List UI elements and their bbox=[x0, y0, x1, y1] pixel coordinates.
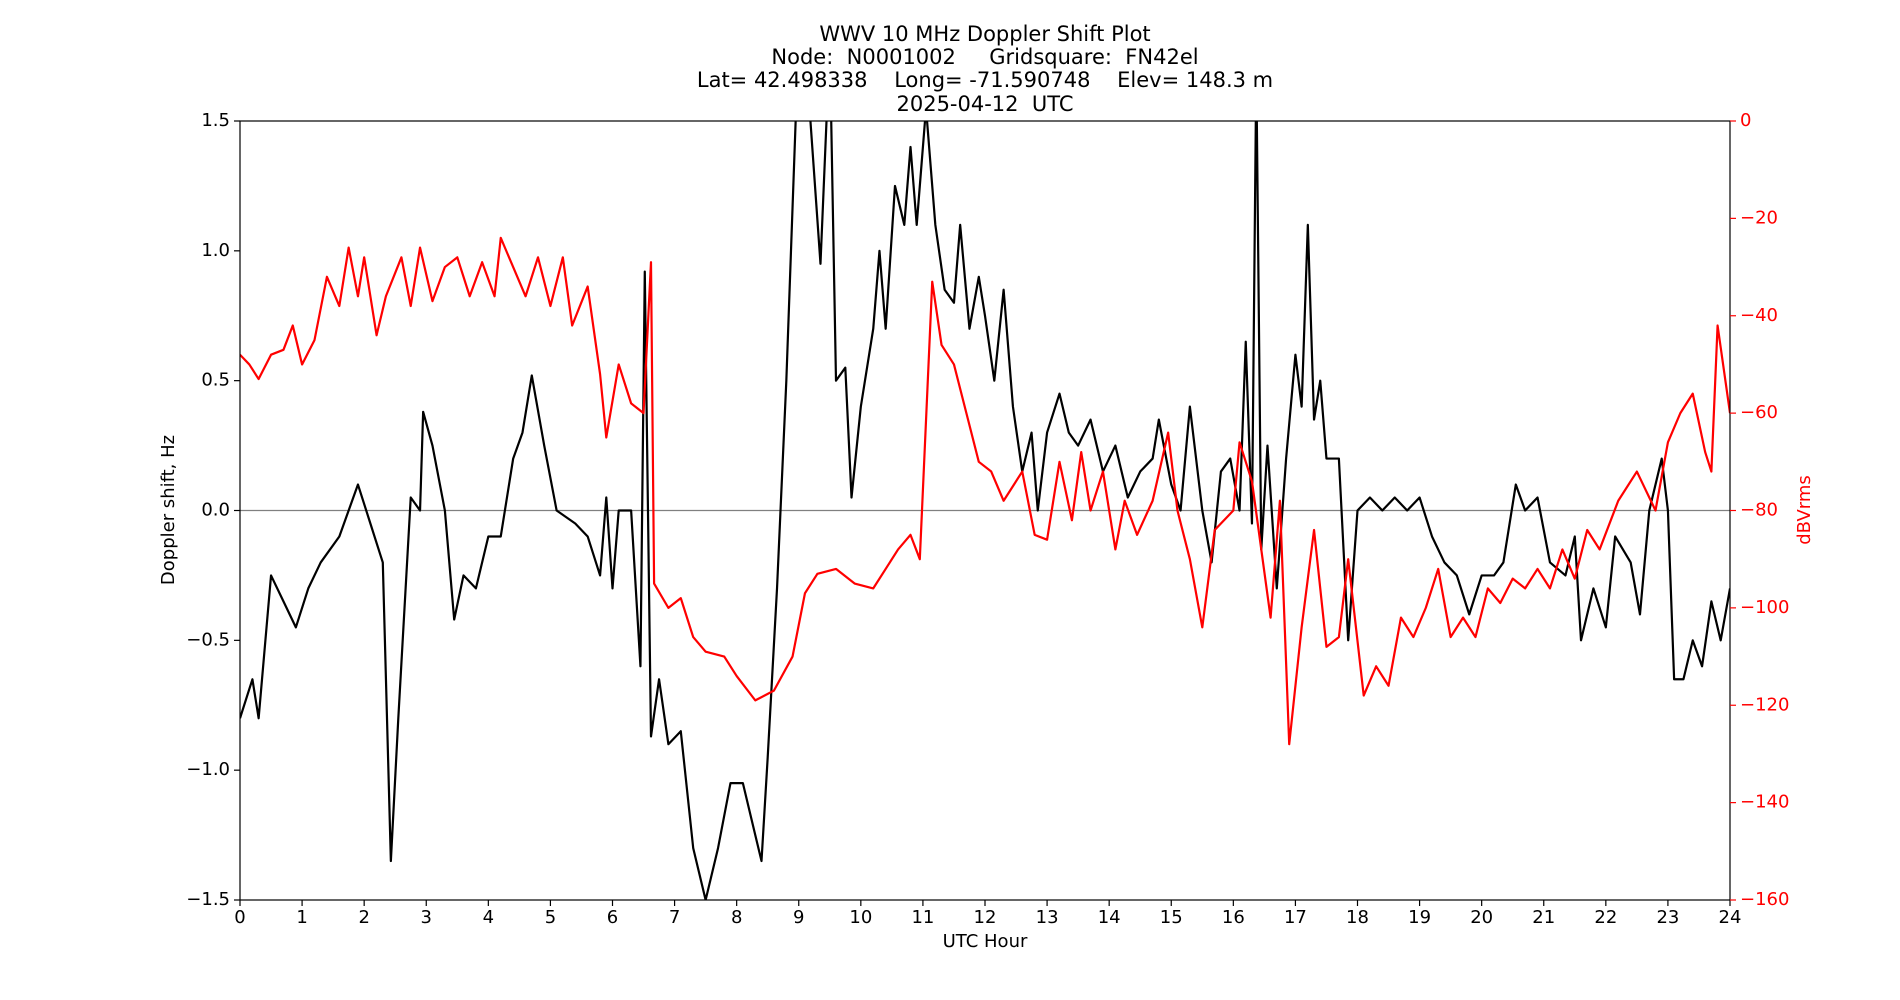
x-tick-label: 3 bbox=[421, 907, 432, 928]
x-tick-label: 18 bbox=[1346, 907, 1369, 928]
x-tick-label: 8 bbox=[731, 907, 742, 928]
y-tick-label: 1.0 bbox=[201, 240, 230, 261]
y2-tick-label: −160 bbox=[1740, 889, 1789, 910]
data-line bbox=[240, 236, 1730, 746]
chart-subtitle: Node: N0001002 Gridsquare: FN42el bbox=[771, 45, 1198, 69]
y2-tick-label: −20 bbox=[1740, 207, 1778, 228]
x-tick-label: 12 bbox=[974, 907, 997, 928]
data-line bbox=[240, 121, 1730, 900]
x-tick-label: 19 bbox=[1408, 907, 1431, 928]
y-tick-label: −0.5 bbox=[186, 629, 230, 650]
x-tick-label: 1 bbox=[296, 907, 307, 928]
y-tick-label: 0.5 bbox=[201, 370, 230, 391]
x-tick-label: 6 bbox=[607, 907, 618, 928]
x-tick-label: 21 bbox=[1532, 907, 1555, 928]
x-tick-label: 11 bbox=[911, 907, 934, 928]
chart-subtitle: Lat= 42.498338 Long= -71.590748 Elev= 14… bbox=[697, 68, 1273, 92]
x-axis-label: UTC Hour bbox=[943, 931, 1028, 952]
x-tick-label: 9 bbox=[793, 907, 804, 928]
x-tick-label: 22 bbox=[1594, 907, 1617, 928]
x-tick-label: 23 bbox=[1656, 907, 1679, 928]
y2-tick-label: −40 bbox=[1740, 305, 1778, 326]
x-tick-label: 17 bbox=[1284, 907, 1307, 928]
y-tick-label: −1.5 bbox=[186, 889, 230, 910]
x-tick-label: 0 bbox=[234, 907, 245, 928]
x-tick-label: 24 bbox=[1719, 907, 1742, 928]
chart-title: WWV 10 MHz Doppler Shift Plot bbox=[819, 22, 1150, 46]
x-tick-label: 10 bbox=[849, 907, 872, 928]
y2-tick-label: −80 bbox=[1740, 500, 1778, 521]
y-tick-label: 0.0 bbox=[201, 500, 230, 521]
x-tick-label: 2 bbox=[358, 907, 369, 928]
x-tick-label: 20 bbox=[1470, 907, 1493, 928]
x-tick-label: 16 bbox=[1222, 907, 1245, 928]
y-axis-label: Doppler shift, Hz bbox=[158, 435, 179, 585]
x-tick-label: 13 bbox=[1036, 907, 1059, 928]
y2-tick-label: −60 bbox=[1740, 402, 1778, 423]
y2-tick-label: −100 bbox=[1740, 597, 1789, 618]
x-tick-label: 7 bbox=[669, 907, 680, 928]
x-tick-label: 14 bbox=[1098, 907, 1121, 928]
y2-tick-label: 0 bbox=[1740, 110, 1751, 131]
y-tick-label: 1.5 bbox=[201, 110, 230, 131]
y-tick-label: −1.0 bbox=[186, 759, 230, 780]
x-tick-label: 5 bbox=[545, 907, 556, 928]
x-tick-label: 4 bbox=[483, 907, 494, 928]
x-tick-label: 15 bbox=[1160, 907, 1183, 928]
y2-axis-label: dBVrms bbox=[1794, 475, 1815, 545]
chart-subtitle: 2025-04-12 UTC bbox=[896, 92, 1073, 116]
y2-tick-label: −140 bbox=[1740, 792, 1789, 813]
y2-tick-label: −120 bbox=[1740, 694, 1789, 715]
